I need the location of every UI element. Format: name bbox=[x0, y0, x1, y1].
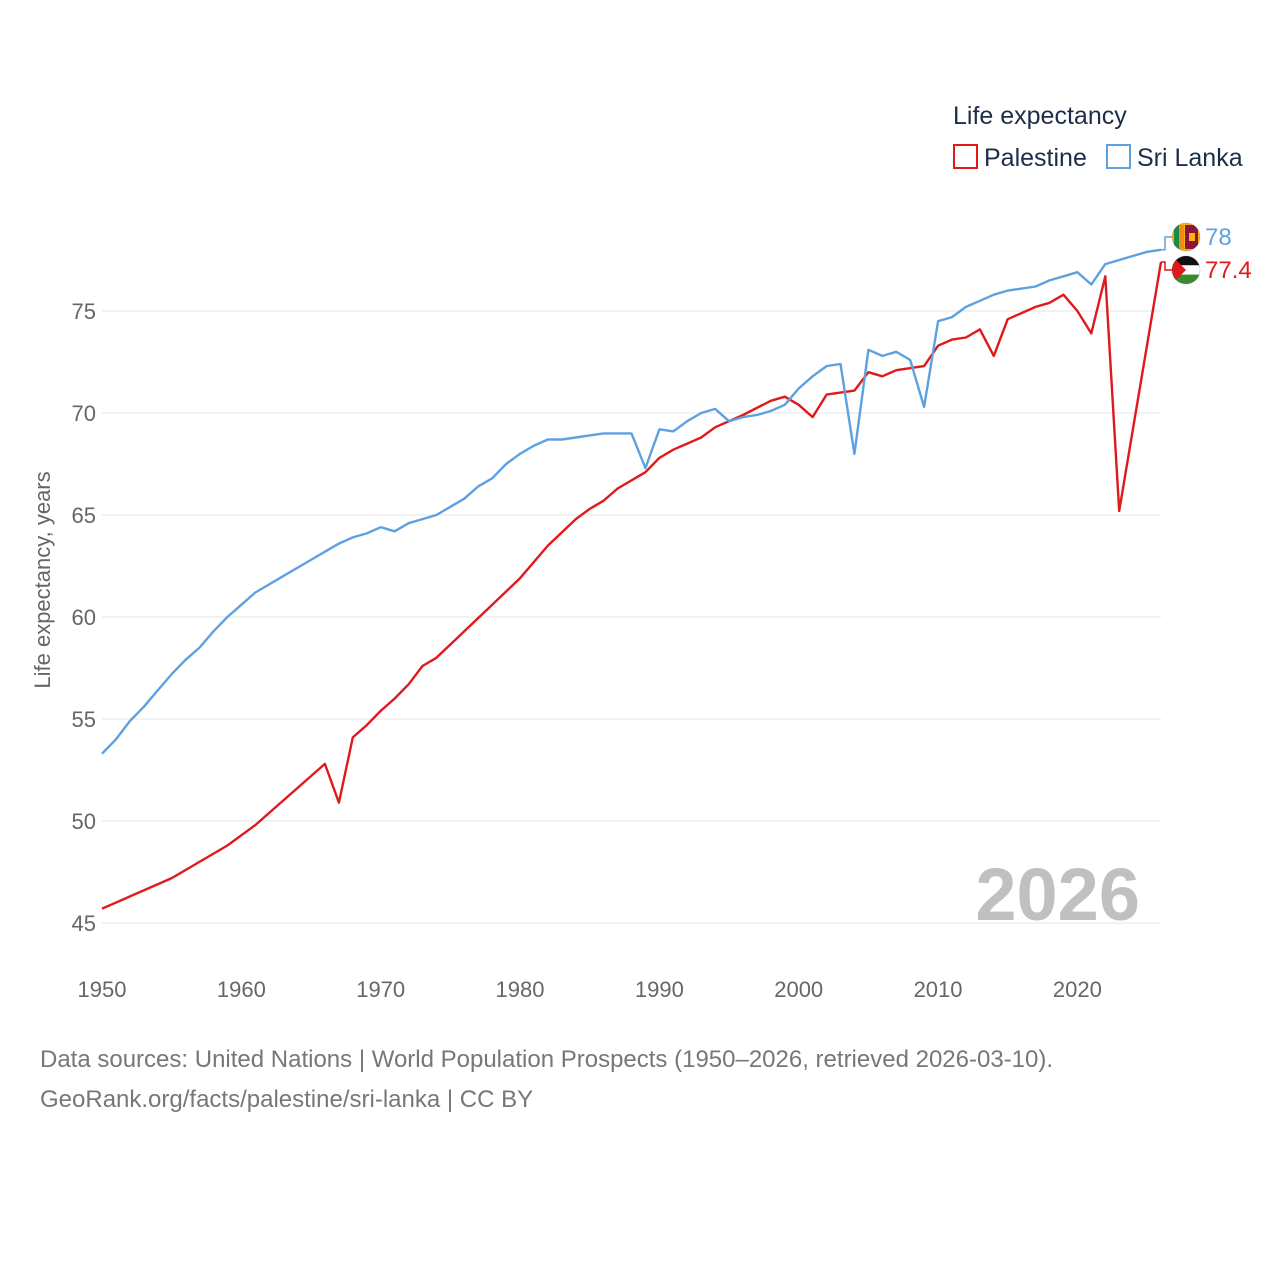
y-tick-label: 65 bbox=[72, 503, 96, 528]
x-tick-label: 1970 bbox=[356, 977, 405, 1002]
legend-swatch-palestine bbox=[953, 144, 978, 169]
legend-item-sri-lanka[interactable]: Sri Lanka bbox=[1106, 144, 1243, 172]
y-tick-label: 50 bbox=[72, 809, 96, 834]
life-expectancy-chart: Life expectancy Palestine Sri Lanka Life… bbox=[30, 102, 1252, 1002]
year-watermark: 2026 bbox=[975, 853, 1140, 936]
x-tick-label: 2020 bbox=[1053, 977, 1102, 1002]
y-axis-title: Life expectancy, years bbox=[30, 471, 55, 688]
gridlines bbox=[102, 310, 1161, 924]
end-connector bbox=[1161, 236, 1172, 251]
source-note: Data sources: United Nations | World Pop… bbox=[40, 1046, 1054, 1073]
legend-item-palestine[interactable]: Palestine bbox=[953, 144, 1087, 172]
y-tick-label: 60 bbox=[72, 605, 96, 630]
series-line-sri-lanka[interactable] bbox=[101, 248, 1162, 755]
y-tick-label: 70 bbox=[72, 401, 96, 426]
series-lines bbox=[101, 248, 1163, 910]
x-tick-label: 2010 bbox=[914, 977, 963, 1002]
sri-lanka-flag-icon bbox=[1171, 222, 1201, 252]
legend-title: Life expectancy bbox=[953, 102, 1127, 130]
y-axis-ticks: 45 50 55 60 65 70 75 bbox=[72, 299, 96, 936]
x-axis-ticks: 1950 1960 1970 1980 1990 2000 2010 2020 bbox=[78, 977, 1102, 1002]
y-tick-label: 45 bbox=[72, 911, 96, 936]
y-tick-label: 55 bbox=[72, 707, 96, 732]
series-line-palestine[interactable] bbox=[101, 261, 1163, 910]
legend-swatch-sri-lanka bbox=[1106, 144, 1131, 169]
x-tick-label: 1980 bbox=[496, 977, 545, 1002]
x-tick-label: 2000 bbox=[774, 977, 823, 1002]
y-tick-label: 75 bbox=[72, 299, 96, 324]
end-label-palestine: 77.4 bbox=[1161, 255, 1252, 285]
legend-label-sri-lanka: Sri Lanka bbox=[1137, 144, 1243, 172]
x-tick-label: 1960 bbox=[217, 977, 266, 1002]
end-value-label: 77.4 bbox=[1205, 257, 1252, 284]
source-url: GeoRank.org/facts/palestine/sri-lanka | … bbox=[40, 1086, 534, 1113]
legend-label-palestine: Palestine bbox=[984, 144, 1087, 172]
x-tick-label: 1950 bbox=[78, 977, 127, 1002]
end-connector bbox=[1161, 261, 1172, 271]
end-labels: 78 77.4 bbox=[1161, 222, 1252, 285]
end-label-sri-lanka: 78 bbox=[1161, 222, 1232, 252]
end-value-label: 78 bbox=[1205, 224, 1232, 251]
palestine-flag-icon bbox=[1171, 255, 1201, 285]
x-tick-label: 1990 bbox=[635, 977, 684, 1002]
